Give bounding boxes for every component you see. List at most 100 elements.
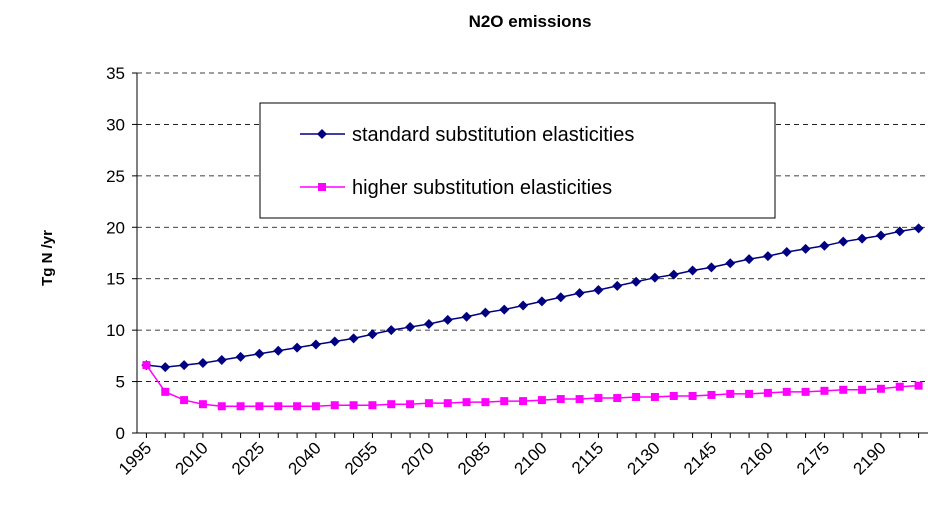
point	[725, 258, 736, 269]
point	[236, 402, 245, 411]
point	[707, 390, 716, 399]
point	[406, 400, 415, 409]
point	[839, 385, 848, 394]
point	[348, 333, 359, 344]
point	[443, 399, 452, 408]
point	[387, 400, 396, 409]
point	[875, 230, 886, 241]
y-tick-label: 0	[116, 424, 125, 443]
legend-marker	[317, 129, 327, 139]
point	[161, 387, 170, 396]
point	[820, 386, 829, 395]
x-tick-label: 2100	[511, 438, 551, 478]
point	[142, 361, 151, 370]
point	[500, 397, 509, 406]
point	[556, 395, 565, 404]
point	[310, 339, 321, 350]
point	[180, 396, 189, 405]
point	[894, 226, 905, 237]
point	[613, 394, 622, 403]
point	[292, 342, 303, 353]
point	[876, 384, 885, 393]
point	[349, 401, 358, 410]
y-tick-label: 35	[106, 64, 125, 83]
legend-label: standard substitution elasticities	[352, 124, 634, 146]
point	[293, 402, 302, 411]
x-tick-label: 2070	[398, 438, 438, 478]
point	[913, 223, 924, 234]
point	[198, 400, 207, 409]
point	[745, 389, 754, 398]
point	[216, 354, 227, 365]
y-tick-label: 30	[106, 115, 125, 134]
point	[179, 360, 190, 371]
x-tick-label: 2115	[568, 438, 607, 477]
x-tick-label: 2010	[172, 438, 212, 478]
x-tick-label: 2175	[793, 438, 833, 478]
legend-marker	[318, 183, 326, 191]
point	[631, 276, 642, 287]
point	[329, 336, 340, 347]
point	[311, 402, 320, 411]
point	[217, 402, 226, 411]
point	[762, 251, 773, 262]
point	[518, 300, 529, 311]
x-tick-label: 2040	[285, 438, 325, 478]
point	[480, 307, 491, 318]
point	[519, 397, 528, 406]
point	[593, 285, 604, 296]
point	[368, 401, 377, 410]
chart-title: N2O emissions	[469, 12, 592, 31]
point	[612, 280, 623, 291]
point	[405, 322, 416, 333]
point	[782, 387, 791, 396]
point	[367, 329, 378, 340]
point	[858, 385, 867, 394]
x-tick-label: 2085	[454, 438, 494, 478]
point	[594, 394, 603, 403]
y-tick-label: 5	[116, 373, 125, 392]
y-tick-label: 10	[106, 321, 125, 340]
point	[254, 348, 265, 359]
point	[461, 311, 472, 322]
point	[668, 269, 679, 280]
y-tick-label: 15	[106, 270, 125, 289]
x-tick-label: 2025	[228, 438, 268, 478]
point	[763, 388, 772, 397]
point	[537, 396, 546, 405]
point	[819, 240, 830, 251]
point	[273, 345, 284, 356]
point	[274, 402, 283, 411]
point	[781, 246, 792, 257]
x-tick-label: 2055	[341, 438, 381, 478]
point	[255, 402, 264, 411]
point	[555, 292, 566, 303]
point	[330, 401, 339, 410]
legend	[259, 102, 776, 219]
point	[744, 254, 755, 265]
y-tick-label: 25	[106, 167, 125, 186]
point	[857, 233, 868, 244]
point	[442, 314, 453, 325]
point	[687, 265, 698, 276]
point	[895, 382, 904, 391]
x-tick-label: 2145	[680, 438, 720, 478]
point	[650, 393, 659, 401]
point	[481, 398, 490, 407]
point	[838, 236, 849, 247]
y-axis-label: Tg N /yr	[39, 230, 56, 286]
y-tick-label: 20	[106, 218, 125, 237]
point	[575, 395, 584, 404]
point	[197, 358, 208, 369]
point	[424, 399, 433, 408]
x-tick-label: 2190	[850, 438, 890, 478]
point	[462, 398, 471, 407]
point	[235, 351, 246, 362]
point	[423, 318, 434, 329]
point	[649, 272, 660, 283]
point	[632, 393, 641, 401]
point	[688, 391, 697, 400]
x-tick-label: 1995	[115, 438, 155, 478]
point	[669, 391, 678, 400]
